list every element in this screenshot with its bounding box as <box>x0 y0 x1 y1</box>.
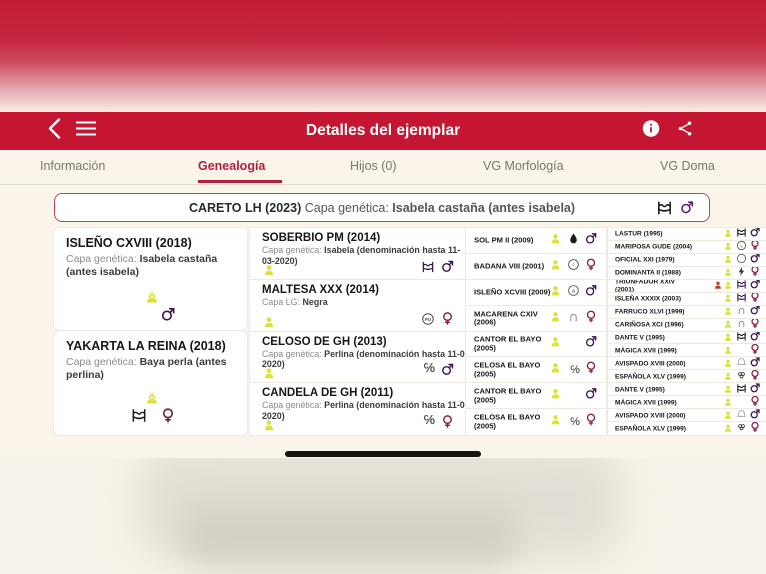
svg-text:c: c <box>740 244 742 249</box>
svg-text:PO: PO <box>425 316 431 321</box>
svg-text:A: A <box>572 288 576 294</box>
svg-text:c: c <box>572 262 575 267</box>
